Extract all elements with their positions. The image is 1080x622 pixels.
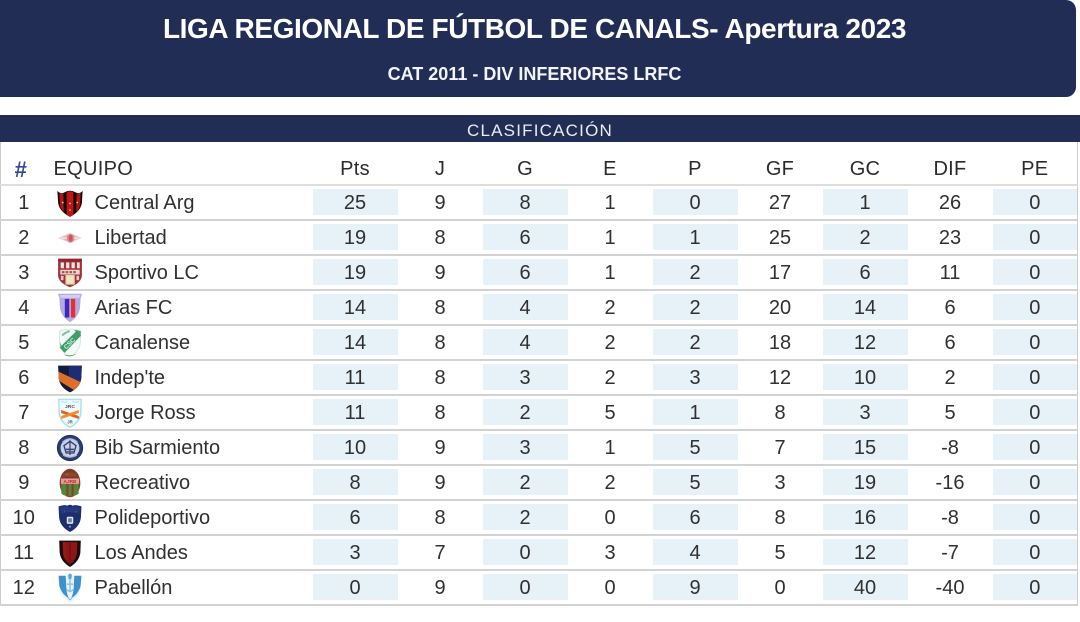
- svg-text:AJRB: AJRB: [63, 479, 77, 485]
- svg-text:JRC: JRC: [65, 404, 75, 410]
- svg-text:JR: JR: [67, 420, 73, 425]
